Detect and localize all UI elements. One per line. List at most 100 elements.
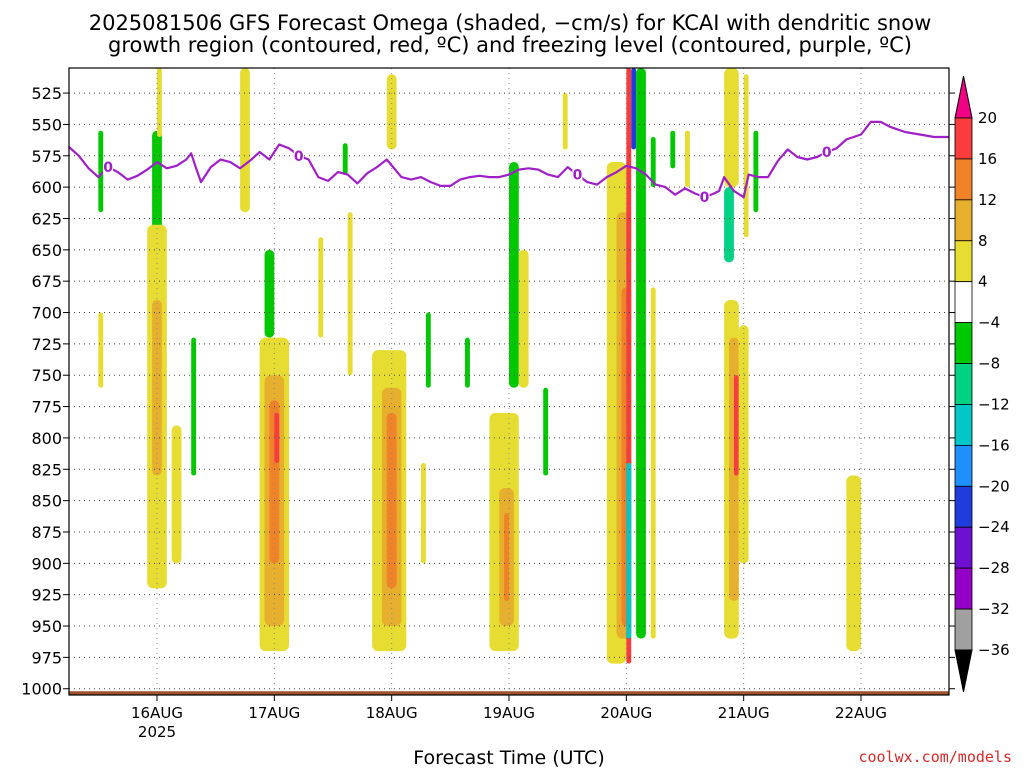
omega-cell — [670, 130, 676, 169]
colorbar-label: 12 — [978, 191, 997, 209]
y-tick-label: 600 — [31, 178, 62, 197]
omega-cell — [504, 513, 509, 601]
omega-cell — [543, 387, 549, 476]
omega-cell — [724, 187, 734, 263]
colorbar-swatch — [954, 608, 973, 651]
y-tick-label: 525 — [31, 84, 62, 103]
colorbar-label: 8 — [978, 232, 988, 250]
omega-cell — [240, 68, 250, 213]
colorbar: 20 16 12 8 4 −4 −8 −12 −16 −20 −24 −28 −32 −36 — [954, 75, 1010, 693]
y-tick-label: 550 — [31, 115, 62, 134]
colorbar-swatch — [954, 485, 973, 528]
omega-cell — [738, 325, 749, 564]
y-tick-label: 875 — [31, 523, 62, 542]
colorbar-label: −16 — [978, 436, 1010, 454]
omega-cell — [518, 249, 529, 388]
colorbar-label: −20 — [978, 477, 1010, 495]
omega-cell — [157, 68, 162, 137]
y-tick-label: 775 — [31, 398, 62, 417]
omega-cell — [753, 130, 759, 213]
colorbar-label: −24 — [978, 518, 1010, 536]
colorbar-swatch — [954, 444, 973, 487]
freezing-level-line — [68, 120, 949, 199]
omega-cell — [650, 136, 656, 188]
colorbar-swatch — [954, 158, 973, 201]
freezing-level-label-bg — [821, 144, 832, 160]
freezing-level-label-bg — [293, 147, 304, 163]
omega-cell — [685, 130, 690, 188]
omega-cell — [650, 287, 656, 639]
y-axis-ticks: 525 550 575 600 625 650 675 700 725 750 775 800 825 8… — [21, 84, 955, 699]
chart-title: 2025081506 GFS Forecast Omega (shaded, −… — [89, 11, 932, 57]
x-tick-label: 19AUG — [483, 704, 535, 722]
grid-lines — [69, 68, 949, 695]
omega-cell — [425, 312, 431, 388]
x-tick-label: 20AUG — [600, 704, 652, 722]
colorbar-label: −12 — [978, 395, 1010, 413]
omega-cell — [152, 130, 162, 250]
y-tick-label: 850 — [31, 492, 62, 511]
omega-cell — [264, 249, 275, 338]
colorbar-swatch — [954, 404, 973, 446]
x-year-label: 2025 — [138, 723, 176, 741]
omega-cell — [191, 337, 197, 476]
y-tick-label: 650 — [31, 241, 62, 260]
omega-cell — [318, 237, 324, 338]
omega-cell — [562, 93, 568, 150]
y-tick-label: 725 — [31, 335, 62, 354]
chart-title-line-1: 2025081506 GFS Forecast Omega (shaded, −… — [89, 11, 932, 35]
omega-cell — [733, 375, 739, 476]
colorbar-label: −36 — [978, 641, 1010, 659]
colorbar-label: 20 — [978, 109, 997, 127]
y-tick-label: 750 — [31, 366, 62, 385]
omega-cell — [636, 68, 646, 639]
colorbar-swatch — [954, 567, 973, 610]
colorbar-label: −4 — [978, 314, 1000, 332]
y-tick-label: 975 — [31, 648, 62, 667]
x-tick-label: 18AUG — [366, 704, 418, 722]
y-tick-label: 900 — [31, 554, 62, 573]
freezing-level-contour: 0 0 0 0 0 — [68, 120, 949, 206]
colorbar-label: −8 — [978, 355, 1000, 373]
credit-text: coolwx.com/models — [858, 748, 1012, 766]
colorbar-top-extension — [954, 75, 973, 119]
omega-cell — [631, 68, 637, 150]
colorbar-swatch — [954, 526, 973, 569]
colorbar-bottom-extension — [954, 649, 973, 693]
omega-cell — [152, 299, 162, 476]
omega-cell — [171, 425, 182, 564]
x-tick-label: 17AUG — [248, 704, 300, 722]
freezing-level-label-bg — [699, 189, 710, 205]
x-tick-label: 16AUG — [131, 704, 183, 722]
y-tick-label: 925 — [31, 586, 62, 605]
y-tick-label: 1000 — [21, 680, 62, 699]
y-tick-label: 625 — [31, 209, 62, 228]
omega-cell — [724, 68, 739, 188]
omega-cell — [509, 162, 519, 388]
colorbar-label: −28 — [978, 559, 1010, 577]
y-tick-label: 800 — [31, 429, 62, 448]
omega-cell — [342, 143, 348, 175]
freezing-level-label: 0 — [822, 145, 832, 161]
chart-title-line-2: growth region (contoured, red, ºC) and f… — [108, 33, 912, 57]
omega-cell — [626, 463, 632, 639]
colorbar-label: 4 — [978, 273, 988, 291]
y-tick-label: 575 — [31, 147, 62, 166]
y-tick-label: 675 — [31, 272, 62, 291]
colorbar-swatch — [954, 322, 973, 364]
colorbar-swatch — [954, 199, 973, 242]
colorbar-label: 16 — [978, 150, 997, 168]
freezing-level-label-bg — [572, 166, 583, 182]
omega-cell — [465, 337, 470, 388]
omega-cell — [98, 130, 104, 213]
y-tick-label: 950 — [31, 617, 62, 636]
y-tick-label: 700 — [31, 304, 62, 323]
colorbar-swatch — [954, 117, 973, 160]
x-axis-title: Forecast Time (UTC) — [413, 747, 604, 768]
colorbar-label: −32 — [978, 600, 1010, 618]
omega-cell — [347, 212, 353, 376]
x-tick-label: 22AUG — [835, 704, 887, 722]
freezing-level-label: 0 — [573, 168, 583, 184]
